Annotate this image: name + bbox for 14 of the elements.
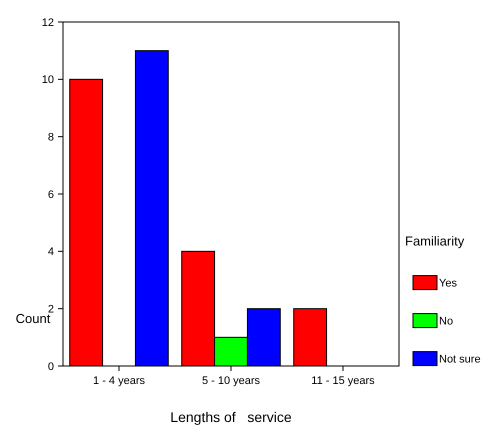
- legend-title: Familiarity: [405, 234, 465, 249]
- y-tick-label: 4: [48, 246, 54, 258]
- y-tick-label: 0: [48, 360, 54, 373]
- legend-label: No: [439, 315, 454, 328]
- y-tick-label: 10: [42, 74, 54, 86]
- x-axis-title: Lengths of service: [170, 409, 292, 425]
- legend-label: Yes: [439, 277, 458, 290]
- x-tick-label: 11 - 15 years: [311, 375, 376, 387]
- x-tick-label: 5 - 10 years: [202, 375, 261, 387]
- y-tick-label: 12: [42, 16, 54, 29]
- legend-label: Not sure: [439, 353, 481, 366]
- x-tick-label: 1 - 4 years: [93, 375, 146, 387]
- y-tick-label: 8: [48, 132, 54, 144]
- y-tick-label: 6: [48, 188, 54, 201]
